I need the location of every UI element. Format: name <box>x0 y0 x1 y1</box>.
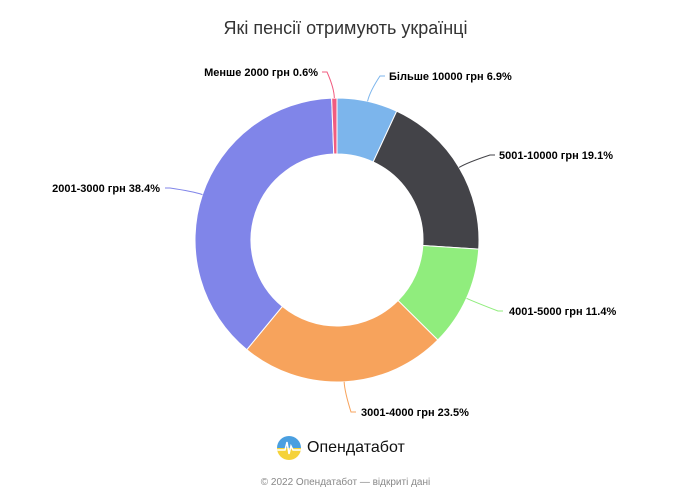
logo-icon <box>277 436 301 460</box>
connector-line <box>343 381 356 413</box>
connector-line <box>165 187 203 196</box>
data-label: 2001-3000 грн 38.4% <box>52 183 160 195</box>
data-label: 4001-5000 грн 11.4% <box>509 306 616 318</box>
connector-line <box>466 297 503 312</box>
data-label: 3001-4000 грн 23.5% <box>361 407 469 419</box>
connector-line <box>367 75 385 102</box>
brand-logo: Опендатабот <box>277 436 405 460</box>
connector-line <box>322 71 335 99</box>
footer-copyright: © 2022 Опендатабот — відкриті дані <box>260 477 431 488</box>
data-label: Менше 2000 грн 0.6% <box>204 67 318 79</box>
data-label: Більше 10000 грн 6.9% <box>389 71 512 83</box>
donut-slice[interactable] <box>372 110 480 250</box>
donut-slice[interactable] <box>194 97 335 351</box>
connector-line <box>458 154 495 168</box>
brand-name: Опендатабот <box>307 439 405 456</box>
chart-title: Які пенсії отримують українці <box>223 18 468 38</box>
donut-slice[interactable] <box>246 299 439 383</box>
data-label: 5001-10000 грн 19.1% <box>499 150 613 162</box>
donut-slice[interactable] <box>331 97 338 155</box>
